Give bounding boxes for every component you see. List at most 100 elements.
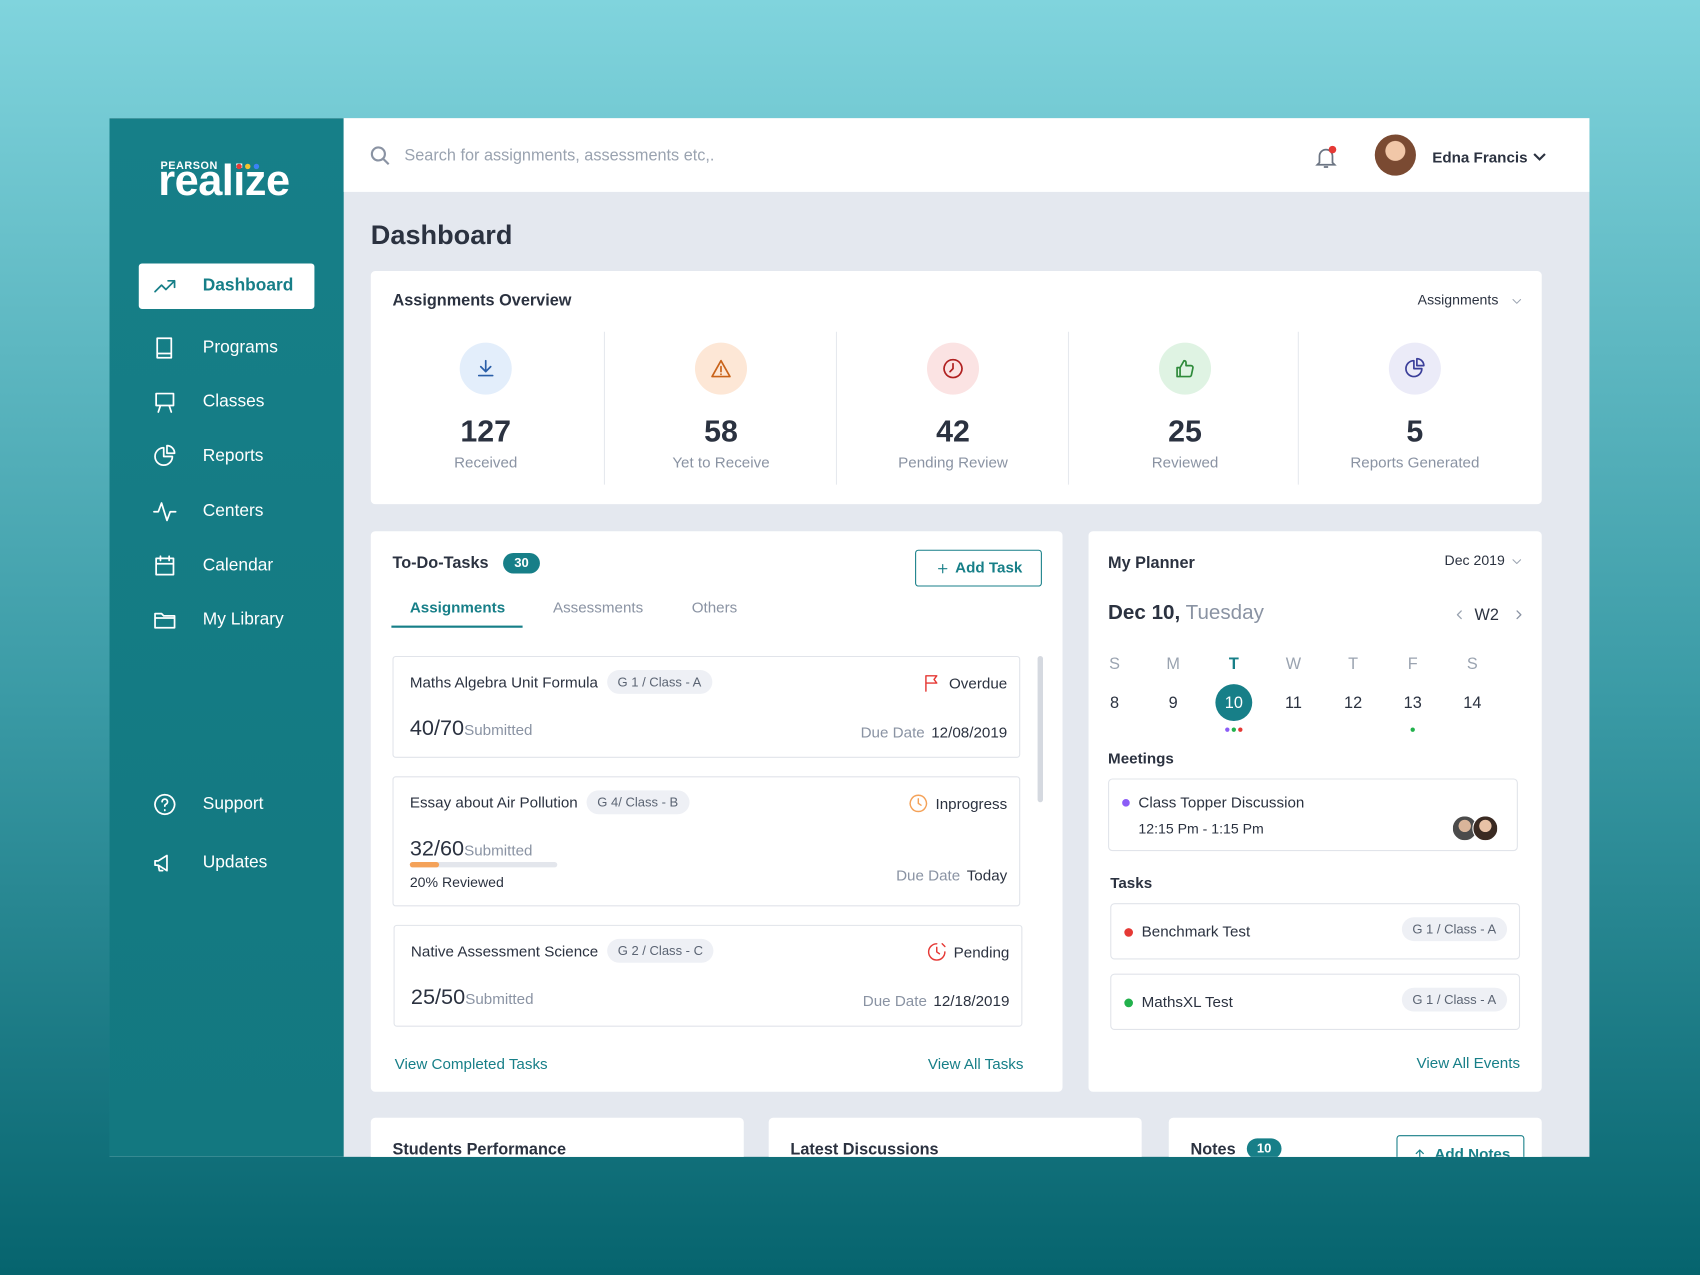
- link[interactable]: View All Events: [1416, 1054, 1521, 1072]
- add-notes-button[interactable]: Add Notes: [1396, 1135, 1525, 1157]
- bottom-card: Notes 10 Add Notes: [1168, 1117, 1542, 1157]
- icon-shape: [1516, 610, 1522, 620]
- stat-value: 25: [1168, 414, 1202, 449]
- day-number[interactable]: 10: [1224, 693, 1243, 712]
- user-menu-chevron[interactable]: [1533, 153, 1546, 162]
- tab[interactable]: Others: [691, 598, 738, 617]
- task-card[interactable]: Essay about Air Pollution G 4/ Class - B I…: [392, 776, 1021, 907]
- task-name: Native Assessment Science: [410, 942, 599, 960]
- icon-shape: [1533, 153, 1546, 161]
- meeting-dot: [1122, 799, 1130, 807]
- user-name[interactable]: Edna Francis: [1432, 148, 1528, 166]
- nav-icon: [154, 854, 168, 872]
- day-number[interactable]: 9: [1168, 693, 1178, 712]
- add-task-button[interactable]: Add Task: [915, 549, 1042, 587]
- icon-shape: [153, 502, 177, 522]
- filter-dropdown[interactable]: Assignments: [1417, 291, 1499, 308]
- notification-bell[interactable]: [1313, 144, 1339, 170]
- planner-task[interactable]: Benchmark Test G 1 / Class - A: [1110, 903, 1521, 960]
- user-avatar[interactable]: [1374, 134, 1416, 176]
- logo-brand: PEARSON: [160, 160, 218, 173]
- nav-item[interactable]: Updates: [202, 853, 268, 872]
- day-number[interactable]: 14: [1463, 693, 1482, 712]
- sidebar: PEARSON realize Dashboard Programs Classes…: [109, 118, 344, 1157]
- week-prev: [1456, 610, 1462, 620]
- overview-card: Assignments Overview Assignments 127 Receiv…: [370, 271, 1542, 505]
- nav-item[interactable]: Programs: [202, 338, 278, 357]
- scrollbar: [1037, 655, 1044, 803]
- nav-icon: [155, 392, 175, 413]
- nav-item[interactable]: Reports: [202, 446, 264, 465]
- planner-task[interactable]: MathsXL Test G 1 / Class - A: [1110, 973, 1521, 1030]
- icon-shape: [1456, 610, 1462, 620]
- stat-icon: [943, 358, 963, 379]
- icon-shape: [370, 146, 386, 162]
- task-card[interactable]: Maths Algebra Unit Formula G 1 / Class - …: [392, 655, 1021, 758]
- progress-track: [409, 861, 558, 868]
- week-next: [1516, 610, 1522, 620]
- icon-shape: [938, 563, 948, 574]
- month-dropdown[interactable]: Dec 2019: [1444, 551, 1505, 569]
- day-number[interactable]: 11: [1284, 693, 1302, 712]
- nav-item[interactable]: Support: [202, 794, 264, 813]
- tab[interactable]: Assignments: [409, 598, 506, 617]
- plus-icon: [938, 563, 948, 574]
- due-row: Due Date 12/18/2019: [863, 990, 1010, 1012]
- task-dot: [1124, 998, 1133, 1008]
- due-date: Today: [966, 866, 1008, 884]
- weekday-letter: T: [1348, 654, 1359, 673]
- selected-day-bg: [1215, 684, 1253, 721]
- add-notes-label: Add Notes: [1434, 1145, 1511, 1157]
- card-title: Latest Discussions: [790, 1140, 939, 1157]
- icon-shape: [925, 675, 938, 692]
- icon-shape: [154, 444, 176, 466]
- day-number[interactable]: 13: [1403, 693, 1422, 712]
- link[interactable]: View All Tasks: [927, 1055, 1024, 1073]
- nav-item[interactable]: Centers: [202, 501, 264, 521]
- icon-shape: [154, 279, 176, 293]
- nav-item[interactable]: Dashboard: [202, 276, 294, 295]
- status-text: Overdue: [948, 674, 1008, 692]
- score-row: 40/70 Submitted: [410, 717, 533, 742]
- icon-shape: [1512, 559, 1522, 565]
- logo-name: realize: [158, 157, 290, 205]
- stat-icon-bg: [1159, 342, 1212, 395]
- date: Dec 10,: [1108, 601, 1181, 625]
- attendee-avatar: [1472, 815, 1499, 842]
- status-text: Inprogress: [935, 794, 1008, 813]
- icon-shape: [155, 392, 175, 413]
- icon-shape: [1405, 357, 1425, 378]
- todo-card: To-Do-Tasks 30 Add Task Assignments Assessme…: [370, 531, 1063, 1092]
- icon-shape: [1512, 299, 1522, 304]
- count-badge-text: 30: [514, 555, 529, 571]
- nav-item[interactable]: My Library: [202, 610, 284, 629]
- planner-task-name: Benchmark Test: [1141, 922, 1251, 941]
- task-status: Overdue: [921, 672, 1007, 694]
- planner-date: Dec 10, Tuesday: [1108, 602, 1264, 626]
- nav-icon: [155, 555, 175, 576]
- weekday-letter: S: [1109, 654, 1120, 673]
- class-pill: G 1 / Class - A: [606, 670, 713, 694]
- due-label: Due Date: [862, 992, 927, 1010]
- stat-label: Received: [454, 453, 518, 471]
- stat-value: 42: [936, 414, 970, 449]
- day-number[interactable]: 8: [1110, 693, 1120, 712]
- weekday-letter: W: [1285, 654, 1302, 673]
- card-title: Notes: [1190, 1140, 1236, 1157]
- icon-shape: [1415, 1149, 1424, 1157]
- task-card[interactable]: Native Assessment Science G 2 / Class - C…: [393, 924, 1023, 1027]
- week-label: W2: [1474, 605, 1499, 624]
- link[interactable]: View Completed Tasks: [394, 1055, 548, 1073]
- task-title-row: Maths Algebra Unit Formula G 1 / Class - …: [410, 670, 713, 694]
- meeting-card[interactable]: Class Topper Discussion 12:15 Pm - 1:15 P…: [1108, 778, 1518, 852]
- day-number[interactable]: 12: [1344, 693, 1363, 712]
- search-input[interactable]: Search for assignments, assessments etc,…: [404, 146, 715, 165]
- tab[interactable]: Assessments: [552, 598, 644, 617]
- class-pill: G 4/ Class - B: [586, 790, 690, 815]
- nav-item[interactable]: Calendar: [202, 555, 274, 575]
- nav-item[interactable]: Classes: [202, 392, 265, 411]
- score-label: Submitted: [465, 989, 534, 1008]
- planner-card: My Planner Dec 2019 Dec 10, Tuesday W2 S 8 M 9 T 1…: [1088, 531, 1542, 1092]
